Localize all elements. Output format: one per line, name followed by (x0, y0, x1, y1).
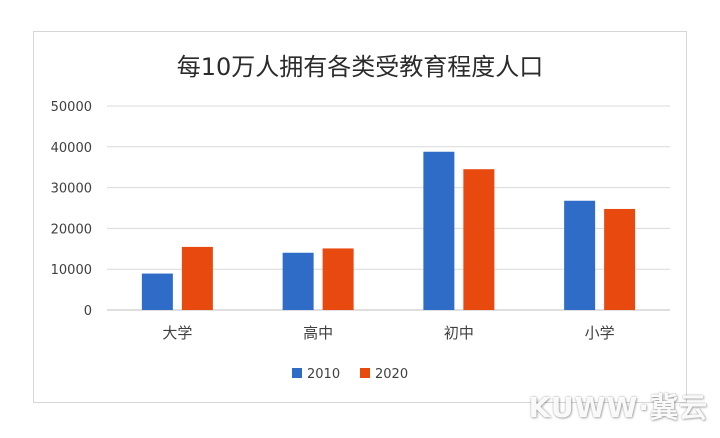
bar-2010-0 (141, 273, 173, 310)
x-tick-label: 大学 (162, 324, 192, 342)
y-tick-label: 40000 (51, 141, 92, 156)
y-tick-label: 0 (84, 304, 92, 319)
y-axis-ticks: 0 10000 20000 30000 40000 50000 (51, 100, 92, 319)
x-tick-label: 高中 (303, 324, 333, 342)
x-tick-label: 小学 (585, 324, 615, 342)
bar-2020-0 (181, 246, 213, 310)
bars-layer (141, 151, 636, 310)
y-tick-label: 50000 (51, 100, 92, 115)
y-tick-label: 30000 (51, 182, 92, 197)
watermark-logo: KUWW·冀云 (528, 391, 708, 424)
bar-2010-2 (423, 151, 455, 310)
legend-swatch (360, 368, 370, 378)
legend: 2010 2020 (292, 367, 408, 382)
legend-label: 2020 (375, 367, 408, 382)
bar-2010-3 (564, 200, 596, 310)
bar-2010-1 (282, 252, 314, 310)
legend-swatch (292, 368, 302, 378)
chart-title: 每10万人拥有各类受教育程度人口 (177, 53, 544, 81)
bar-2020-1 (322, 248, 354, 310)
bar-2020-3 (604, 208, 636, 310)
legend-label: 2010 (307, 367, 340, 382)
y-tick-label: 10000 (51, 263, 92, 278)
bar-2020-2 (463, 169, 495, 310)
x-axis-ticks: 大学 高中 初中 小学 (162, 324, 614, 342)
x-tick-label: 初中 (444, 324, 474, 342)
y-tick-label: 20000 (51, 222, 92, 237)
